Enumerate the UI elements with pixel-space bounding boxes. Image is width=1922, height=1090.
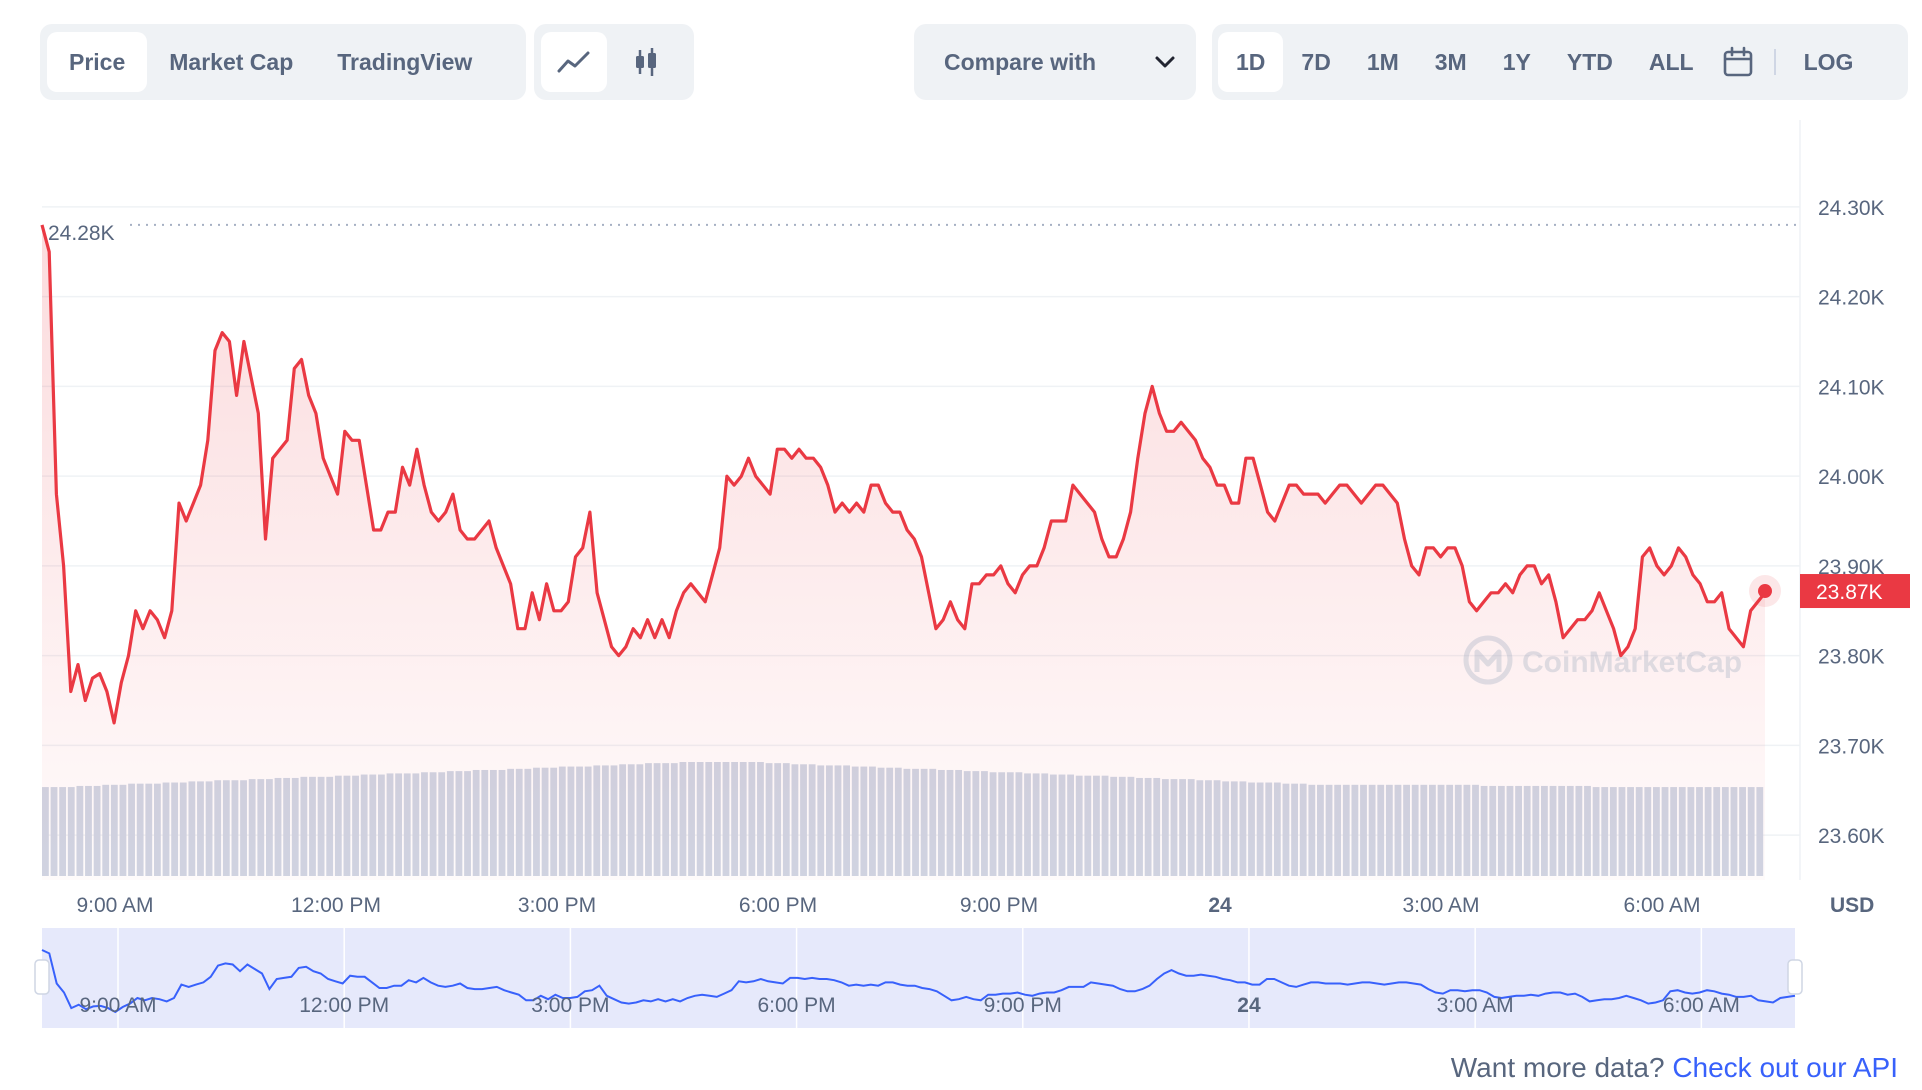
x-axis: 9:00 AM 12:00 PM 3:00 PM 6:00 PM 9:00 PM 24 3:…: [76, 894, 1700, 917]
footer-prompt: Want more data?: [1450, 1052, 1665, 1083]
watermark-text: CoinMarketCap: [1522, 646, 1742, 679]
navigator-tick-label: 12:00 PM: [299, 994, 389, 1017]
navigator-tick-label: 3:00 AM: [1437, 994, 1514, 1017]
y-tick-label: 23.60K: [1818, 825, 1885, 848]
x-tick-label: 3:00 PM: [518, 894, 596, 917]
current-price-dot: [1758, 584, 1772, 599]
calendar-button[interactable]: [1712, 32, 1764, 92]
navigator-tick-label: 9:00 AM: [79, 994, 156, 1017]
y-tick-label: 23.80K: [1818, 646, 1885, 669]
y-tick-label: 23.70K: [1818, 735, 1885, 758]
current-price-badge: 23.87K: [1800, 574, 1910, 609]
navigator-tick-label: 24: [1237, 994, 1261, 1017]
compare-dropdown[interactable]: Compare with: [914, 24, 1196, 100]
view-tabs: Price Market Cap TradingView: [40, 24, 526, 100]
range-tabs: 1D 7D 1M 3M 1Y YTD ALL LOG: [1212, 24, 1908, 100]
log-toggle[interactable]: LOG: [1803, 48, 1854, 75]
y-tick-label: 24.20K: [1818, 287, 1885, 310]
y-tick-label: 23.90K: [1818, 556, 1885, 579]
y-axis: 24.30K 24.20K 24.10K 24.00K 23.90K 23.80K 23.7…: [1818, 197, 1885, 848]
range-1y[interactable]: 1Y: [1502, 48, 1531, 75]
line-chart-icon: [557, 51, 590, 73]
y-axis-unit-label: USD: [1830, 894, 1874, 917]
tab-tradingview[interactable]: TradingView: [337, 48, 473, 75]
range-3m[interactable]: 3M: [1434, 48, 1467, 75]
navigator-tick-label: 3:00 PM: [531, 994, 609, 1017]
y-tick-label: 24.10K: [1818, 376, 1885, 399]
chevron-down-icon: [1155, 56, 1175, 68]
x-tick-label: 24: [1208, 894, 1232, 917]
navigator-tick-label: 6:00 PM: [757, 994, 835, 1017]
navigator-handle-right: [1787, 959, 1803, 995]
api-link[interactable]: Check out our API: [1672, 1052, 1898, 1083]
tab-price[interactable]: Price: [47, 32, 148, 92]
price-line: [40, 224, 1767, 725]
candlestick-button[interactable]: [613, 32, 679, 92]
compare-label: Compare with: [944, 48, 1097, 75]
x-tick-label: 3:00 AM: [1402, 894, 1479, 917]
x-tick-label: 9:00 PM: [960, 894, 1038, 917]
x-tick-label: 6:00 PM: [739, 894, 817, 917]
calendar-icon: [1723, 46, 1752, 77]
divider: [1773, 49, 1776, 75]
y-tick-label: 24.00K: [1818, 466, 1885, 489]
x-tick-label: 12:00 PM: [291, 894, 381, 917]
price-area: [42, 224, 1765, 880]
navigator-tick-label: 6:00 AM: [1663, 994, 1740, 1017]
line-chart-button[interactable]: [541, 32, 607, 92]
x-tick-label: 6:00 AM: [1623, 894, 1700, 917]
range-7d[interactable]: 7D: [1301, 48, 1331, 75]
x-tick-label: 9:00 AM: [76, 894, 153, 917]
range-1m[interactable]: 1M: [1366, 48, 1399, 75]
y-tick-label: 24.30K: [1818, 197, 1885, 220]
range-all[interactable]: ALL: [1648, 48, 1694, 75]
navigator-tick-label: 9:00 PM: [984, 994, 1062, 1017]
range-navigator: 9:00 AM 12:00 PM 3:00 PM 6:00 PM 9:00 PM 24 3:…: [34, 928, 1803, 1028]
range-ytd[interactable]: YTD: [1566, 48, 1613, 75]
current-price-label: 23.87K: [1816, 581, 1883, 604]
coinmarketcap-watermark: CoinMarketCap: [1463, 635, 1742, 685]
navigator-handle-left: [34, 959, 50, 995]
range-1d[interactable]: 1D: [1218, 32, 1284, 92]
chart-type-toggle: [534, 24, 694, 100]
high-price-label: 24.28K: [48, 222, 115, 245]
tab-market-cap[interactable]: Market Cap: [169, 48, 294, 75]
footer-cta: Want more data? Check out our API: [1451, 1052, 1898, 1084]
candlestick-icon: [636, 48, 656, 76]
